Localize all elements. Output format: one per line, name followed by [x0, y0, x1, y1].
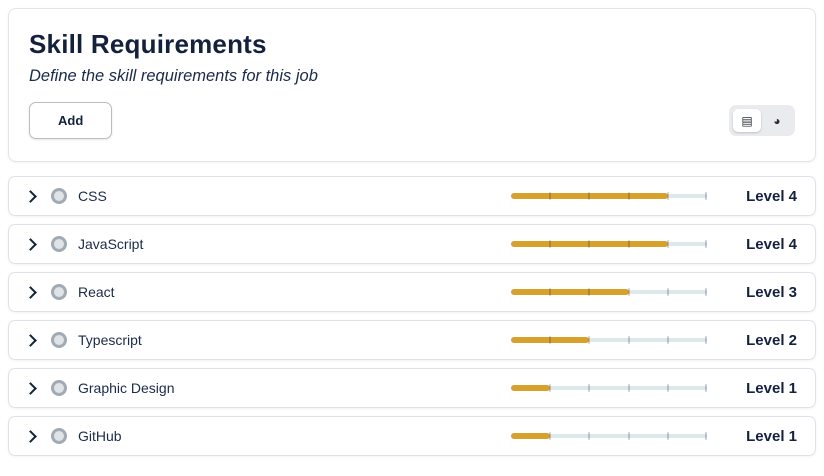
skill-name: Typescript	[78, 332, 142, 348]
level-label: Level 4	[746, 235, 797, 253]
slider-tick	[627, 384, 630, 392]
skill-disc-icon	[51, 188, 67, 204]
slider-tick	[549, 192, 552, 200]
slider-tick	[666, 192, 669, 200]
skill-row[interactable]: GitHub Level 1	[8, 416, 816, 456]
level-slider[interactable]	[511, 188, 707, 204]
slider-fill	[511, 337, 590, 343]
pie-chart-icon: ◕	[773, 113, 781, 128]
expand-chevron-icon[interactable]	[24, 333, 37, 347]
skill-disc-icon	[51, 332, 67, 348]
level-slider[interactable]	[511, 236, 707, 252]
level-slider[interactable]	[511, 332, 707, 348]
slider-tick	[627, 240, 630, 248]
skill-disc-icon	[51, 236, 67, 252]
slider-tick	[705, 384, 707, 392]
slider-tick	[666, 240, 669, 248]
slider-fill	[511, 193, 668, 199]
slider-tick	[705, 192, 707, 200]
slider-tick	[705, 336, 707, 344]
header-card: Skill Requirements Define the skill requ…	[8, 8, 816, 162]
slider-track	[511, 386, 707, 390]
slider-tick	[705, 288, 707, 296]
slider-tick	[588, 192, 591, 200]
slider-track	[511, 338, 707, 342]
list-view-button[interactable]: ▤	[733, 109, 761, 132]
skill-name: JavaScript	[78, 236, 144, 252]
skill-row[interactable]: JavaScript Level 4	[8, 224, 816, 264]
list-view-icon: ▤	[741, 113, 753, 128]
expand-chevron-icon[interactable]	[24, 429, 37, 443]
slider-tick	[549, 432, 552, 440]
slider-tick	[588, 288, 591, 296]
slider-tick	[705, 240, 707, 248]
skill-row[interactable]: React Level 3	[8, 272, 816, 312]
slider-tick	[666, 432, 669, 440]
skill-name: CSS	[78, 188, 107, 204]
skill-name: React	[78, 284, 115, 300]
slider-tick	[705, 432, 707, 440]
slider-fill	[511, 433, 551, 439]
level-slider[interactable]	[511, 428, 707, 444]
slider-tick	[666, 288, 669, 296]
expand-chevron-icon[interactable]	[24, 381, 37, 395]
skill-disc-icon	[51, 284, 67, 300]
slider-tick	[588, 432, 591, 440]
skill-list: CSS Level 4 JavaScript Level 4 React Lev…	[8, 176, 816, 456]
skill-name: GitHub	[78, 428, 122, 444]
slider-tick	[588, 336, 591, 344]
skill-row[interactable]: CSS Level 4	[8, 176, 816, 216]
skill-name: Graphic Design	[78, 380, 175, 396]
skill-disc-icon	[51, 380, 67, 396]
header-actions: Add ▤ ◕	[29, 102, 795, 139]
expand-chevron-icon[interactable]	[24, 237, 37, 251]
pie-view-button[interactable]: ◕	[763, 109, 791, 132]
add-button[interactable]: Add	[29, 102, 113, 139]
slider-tick	[549, 336, 552, 344]
slider-tick	[666, 384, 669, 392]
skill-row[interactable]: Typescript Level 2	[8, 320, 816, 360]
expand-chevron-icon[interactable]	[24, 189, 37, 203]
page-title: Skill Requirements	[29, 29, 267, 59]
slider-tick	[627, 288, 630, 296]
slider-fill	[511, 241, 668, 247]
level-label: Level 4	[746, 187, 797, 205]
level-label: Level 1	[746, 427, 797, 445]
slider-fill	[511, 289, 629, 295]
slider-fill	[511, 385, 551, 391]
level-slider[interactable]	[511, 284, 707, 300]
page-subtitle: Define the skill requirements for this j…	[29, 67, 318, 85]
level-label: Level 1	[746, 379, 797, 397]
slider-tick	[549, 288, 552, 296]
view-toggle: ▤ ◕	[729, 105, 795, 136]
level-slider[interactable]	[511, 380, 707, 396]
expand-chevron-icon[interactable]	[24, 285, 37, 299]
slider-tick	[588, 240, 591, 248]
slider-tick	[666, 336, 669, 344]
slider-tick	[549, 240, 552, 248]
slider-tick	[549, 384, 552, 392]
slider-tick	[588, 384, 591, 392]
slider-tick	[627, 432, 630, 440]
slider-track	[511, 434, 707, 438]
level-label: Level 3	[746, 283, 797, 301]
level-label: Level 2	[746, 331, 797, 349]
skill-row[interactable]: Graphic Design Level 1	[8, 368, 816, 408]
skill-disc-icon	[51, 428, 67, 444]
slider-tick	[627, 336, 630, 344]
slider-tick	[627, 192, 630, 200]
